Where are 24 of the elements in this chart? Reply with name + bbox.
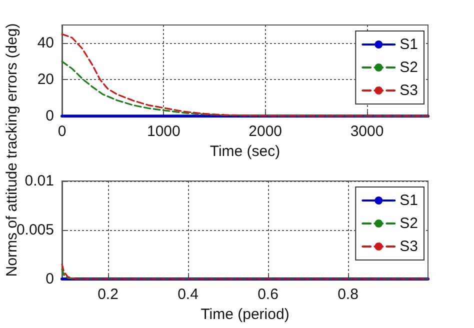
y-tick-label: 20 bbox=[37, 71, 54, 88]
line-series bbox=[61, 268, 429, 280]
y-tick-label: 0 bbox=[46, 270, 54, 288]
y-tick-label: 40 bbox=[37, 34, 54, 52]
legend-label: S3 bbox=[400, 82, 418, 99]
x-axis-title: Time (sec) bbox=[210, 143, 280, 160]
legend-label: S1 bbox=[400, 36, 418, 53]
x-tick-label: 0.8 bbox=[338, 286, 358, 303]
x-tick-label: 3000 bbox=[350, 123, 384, 140]
legend-label: S2 bbox=[400, 59, 418, 76]
y-tick-label: 0.01 bbox=[24, 172, 54, 190]
x-tick-label: 1000 bbox=[146, 123, 180, 140]
x-axis-title: Time (period) bbox=[200, 306, 290, 323]
x-tick-label: 0.2 bbox=[98, 286, 118, 303]
x-tick-label: 0.4 bbox=[178, 286, 198, 303]
line-series bbox=[61, 33, 429, 117]
y-tick-label: 0 bbox=[46, 108, 54, 125]
x-tick-label: 0.6 bbox=[258, 286, 278, 303]
legend-label: S1 bbox=[400, 192, 418, 209]
x-tick-label: 0 bbox=[58, 123, 66, 140]
x-tick-label: 2000 bbox=[248, 123, 282, 140]
line-series bbox=[61, 264, 429, 280]
legend-label: S2 bbox=[400, 215, 418, 232]
legend-label: S3 bbox=[400, 238, 418, 255]
